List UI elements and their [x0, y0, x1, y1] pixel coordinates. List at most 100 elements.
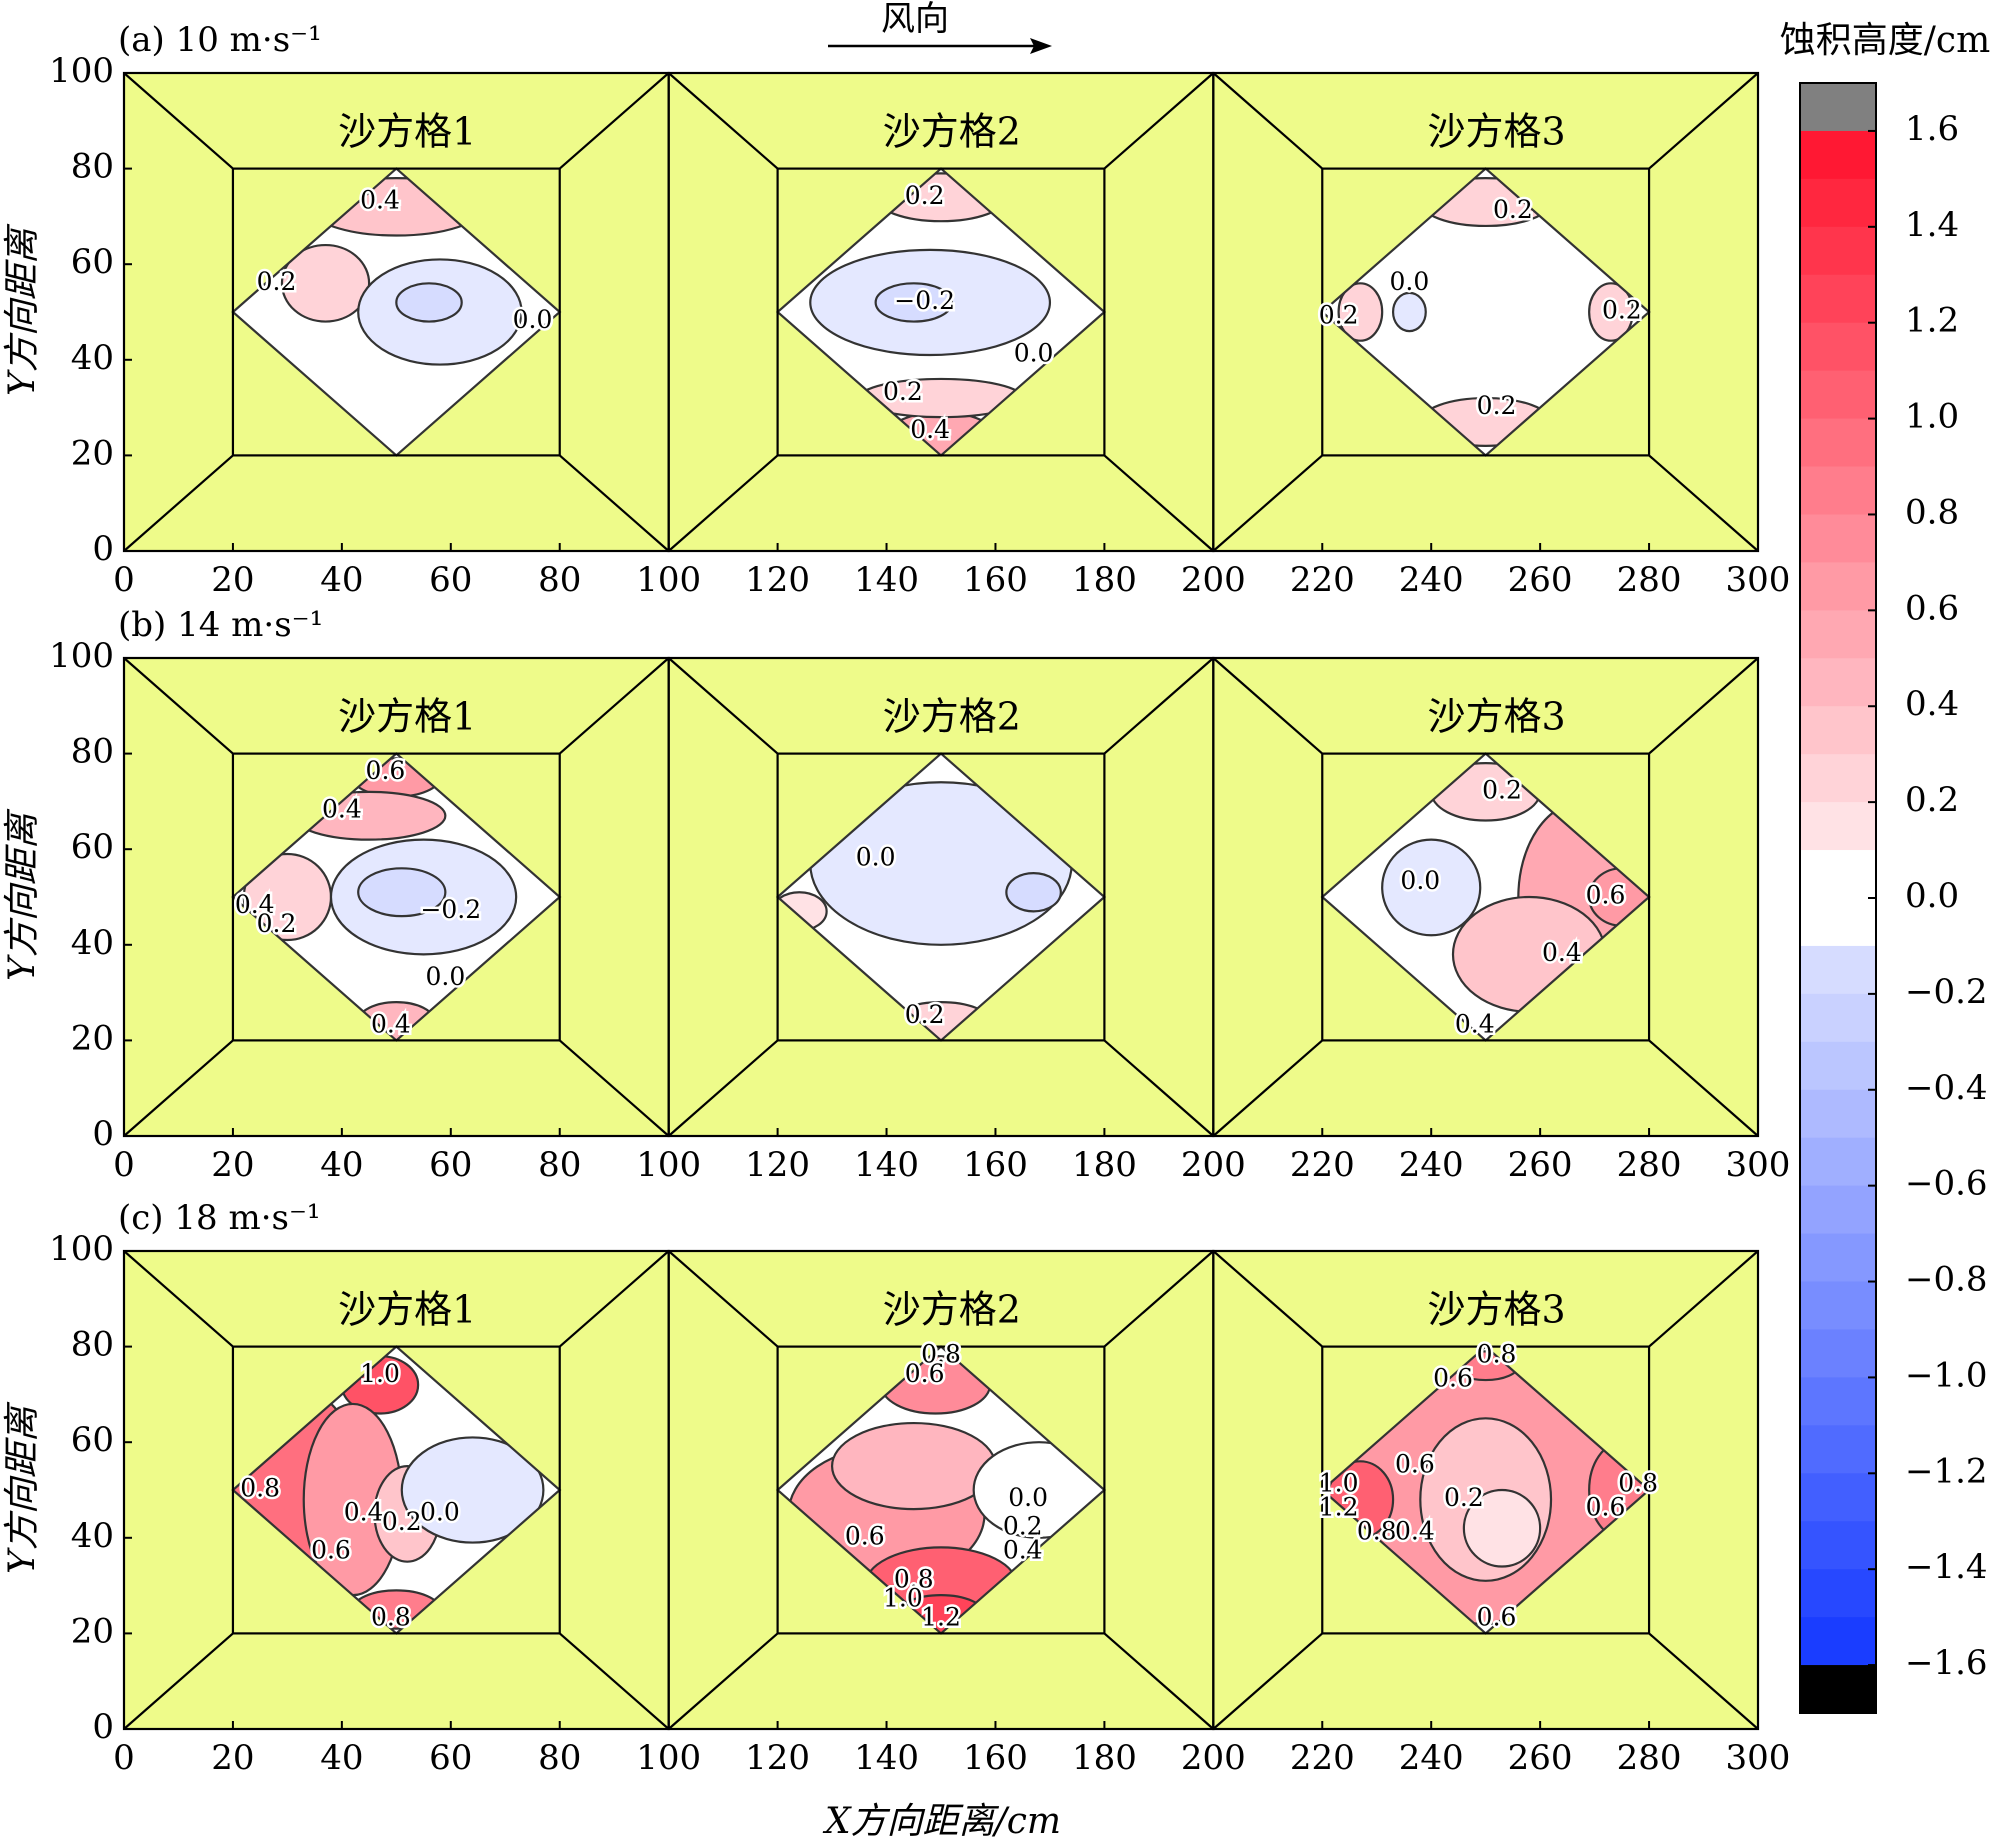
- colorbar-swatch: [1800, 993, 1876, 1043]
- wind-direction-label: 风向: [881, 0, 949, 39]
- y-tick-label: 40: [71, 1516, 114, 1556]
- colorbar-tick-label: 0.2: [1905, 780, 1959, 820]
- contour-region: [1005, 871, 1062, 913]
- contour-region: [1381, 838, 1482, 937]
- colorbar-swatch: [1800, 1089, 1876, 1139]
- contour-label: 0.2: [1493, 195, 1533, 224]
- contour-label: −0.2: [420, 895, 481, 924]
- x-tick-label: 200: [1181, 1145, 1246, 1185]
- contour-label: 0.4: [1003, 1536, 1043, 1565]
- frame-diagonal: [1648, 1632, 1759, 1730]
- frame-diagonal: [559, 454, 670, 552]
- contour-label: 1.0: [1319, 1469, 1359, 1498]
- frame-diagonal: [1103, 454, 1215, 552]
- contour-label: 0.8: [1477, 1340, 1517, 1369]
- contour-region: [395, 282, 463, 323]
- contour-region: [1391, 291, 1427, 333]
- axes: 0 20 40 60 80 100 120 140 160 180 200 220 240 260 280 3…: [49, 636, 1790, 1185]
- colorbar-swatch: [1800, 178, 1876, 228]
- x-tick-label: 40: [320, 1738, 363, 1778]
- contour-label: 0.4: [1395, 1517, 1435, 1546]
- frame-diagonal: [559, 1250, 670, 1348]
- contour-label: 0.2: [257, 267, 297, 296]
- y-tick-label: 60: [71, 1420, 114, 1460]
- colorbar-tick-label: −1.4: [1905, 1547, 1988, 1587]
- x-tick-label: 240: [1399, 1145, 1464, 1185]
- contour-label: 0.4: [344, 1497, 384, 1526]
- y-axis-title: Y方向距离: [2, 1401, 43, 1574]
- x-tick-label: 120: [745, 560, 810, 600]
- contour-label: 0.2: [1319, 300, 1359, 329]
- contour-label: 0.8: [1618, 1469, 1658, 1498]
- colorbar-tick-label: 1.4: [1905, 205, 1959, 245]
- contour-label: 0.2: [1602, 296, 1642, 325]
- x-tick-label: 300: [1726, 560, 1791, 600]
- contour-label: 0.8: [371, 1603, 411, 1632]
- x-tick-label: 0: [113, 1145, 135, 1185]
- frame-diagonal: [1648, 454, 1759, 552]
- colorbar-tick-label: −1.2: [1905, 1451, 1988, 1491]
- frame-diagonal: [1103, 1632, 1215, 1730]
- frame-diagonal: [1648, 72, 1759, 170]
- outer-frame: [1212, 71, 1760, 553]
- contour-label: 0.2: [1477, 391, 1517, 420]
- colorbar-swatch: [1800, 1281, 1876, 1330]
- y-axis-title: Y方向距离: [2, 223, 43, 396]
- x-tick-label: 200: [1181, 1738, 1246, 1778]
- x-tick-label: 60: [429, 1145, 472, 1185]
- contour-label: 0.6: [1433, 1364, 1473, 1393]
- colorbar-tick-label: 1.0: [1905, 397, 1959, 437]
- panel-3: (c) 18 m·s⁻¹沙方格11.00.80.40.20.00.60.8沙方格…: [2, 1198, 1790, 1778]
- contour-label: 0.0: [856, 842, 896, 871]
- contour-label: 1.0: [883, 1583, 923, 1612]
- colorbar-swatch: [1800, 850, 1876, 899]
- frame-diagonal: [667, 1250, 779, 1348]
- panel-1: (a) 10 m·s⁻¹ 沙方格1 0.4 0.2 0.0 沙方格2 0.2 −0.2 0.0 0…: [2, 20, 1790, 600]
- contour-region: [1588, 282, 1634, 342]
- contour-label: 1.2: [921, 1603, 961, 1632]
- colorbar-tick-label: 0.6: [1905, 588, 1959, 628]
- sand-grid-1: 沙方格1 0.4 0.2 0.0: [122, 71, 670, 553]
- outer-frame: [1212, 656, 1760, 1138]
- contour-label: 0.4: [1455, 1010, 1495, 1039]
- x-tick-label: 0: [113, 560, 135, 600]
- x-tick-label: 0: [113, 1738, 135, 1778]
- colorbar-swatch: [1800, 1329, 1876, 1378]
- grid-title: 沙方格2: [883, 1288, 1021, 1332]
- x-tick-label: 20: [211, 1145, 254, 1185]
- inner-frame: [776, 1345, 1106, 1635]
- contour-label: 0.2: [1003, 1512, 1043, 1541]
- x-tick-label: 160: [963, 1738, 1028, 1778]
- contour-label: 0.4: [235, 890, 275, 919]
- contour-label: 1.0: [360, 1359, 400, 1388]
- contour-label: 0.2: [1444, 1483, 1484, 1512]
- x-tick-label: 260: [1508, 1145, 1573, 1185]
- frame-diagonal: [1212, 1039, 1323, 1137]
- y-tick-label: 80: [71, 1325, 114, 1365]
- colorbar-swatch: [1800, 562, 1876, 611]
- y-tick-label: 40: [71, 338, 114, 378]
- x-tick-label: 140: [854, 1145, 919, 1185]
- frame-diagonal: [559, 1632, 670, 1730]
- contour-label: 0.8: [1357, 1517, 1397, 1546]
- grid-title: 沙方格3: [1427, 1288, 1565, 1332]
- colorbar-swatch: [1800, 514, 1876, 563]
- contour-label: −0.2: [894, 286, 955, 315]
- panel-label: (b) 14 m·s⁻¹: [118, 605, 323, 645]
- frame-diagonal: [1648, 1039, 1759, 1137]
- x-tick-label: 120: [745, 1738, 810, 1778]
- frame-diagonal: [1648, 1250, 1759, 1348]
- contour-label: 0.2: [382, 1507, 422, 1536]
- contour-region: [357, 867, 447, 918]
- frame-diagonal: [123, 454, 234, 552]
- contour-label: 0.0: [425, 962, 465, 991]
- colorbar-swatch: [1800, 610, 1876, 659]
- colorbar-tick-label: −0.6: [1905, 1164, 1988, 1204]
- panel-label: (c) 18 m·s⁻¹: [118, 1198, 321, 1238]
- x-tick-label: 100: [636, 1145, 701, 1185]
- contour-region: [1337, 282, 1384, 342]
- y-axis-title: Y方向距离: [2, 808, 43, 981]
- grid-title: 沙方格2: [883, 110, 1021, 154]
